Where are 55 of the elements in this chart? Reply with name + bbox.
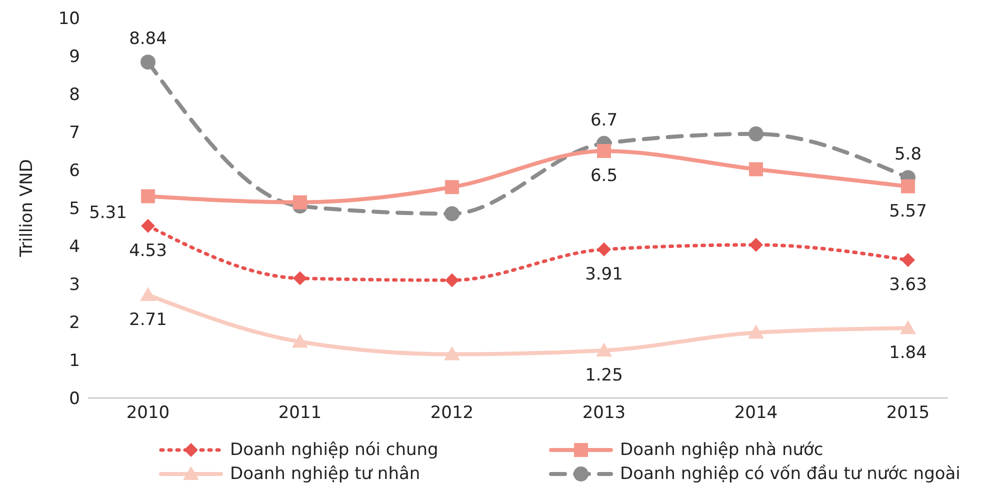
point [445,273,459,288]
y-tick-label: 6 [69,161,80,182]
y-tick-label: 2 [69,313,80,334]
data-label: 1.84 [889,343,927,364]
data-label: 4.53 [129,240,167,261]
point [445,180,459,194]
y-tick-label: 1 [69,351,80,372]
y-tick-label: 10 [58,9,80,30]
data-label: 3.63 [889,275,927,296]
data-label: 6.7 [590,110,618,130]
point [597,242,611,256]
point [293,271,307,286]
point [596,342,612,356]
legend-label: Doanh nghiệp nói chung [230,440,438,460]
legend-label: Doanh nghiệp nhà nước [620,440,824,460]
data-label: 5.31 [89,203,127,224]
x-tick-label: 2015 [886,403,930,424]
y-tick-label: 8 [69,85,80,106]
data-label: 8.84 [129,29,167,50]
point [749,238,763,252]
y-axis-title: Trillion VND [17,159,38,258]
y-tick-label: 7 [69,123,80,144]
point [748,324,764,339]
x-tick-label: 2011 [278,403,322,424]
point [748,126,764,142]
point [141,189,155,204]
point [140,287,156,302]
point [444,346,460,360]
point [292,334,308,348]
point [900,320,916,334]
data-label: 5.8 [894,144,922,165]
point [901,253,915,268]
point [141,218,155,233]
x-tick-label: 2010 [126,403,170,424]
point [140,54,156,70]
data-label: 5.57 [889,201,927,222]
point [901,179,915,194]
point [293,195,307,210]
legend-label: Doanh nghiệp tư nhân [230,464,420,484]
y-tick-label: 0 [69,389,80,410]
data-label: 3.91 [585,264,623,284]
data-label: 6.5 [590,166,618,186]
x-tick-label: 2012 [430,403,474,424]
data-label: 1.25 [585,366,623,386]
x-tick-label: 2014 [734,403,778,424]
point [444,206,460,222]
y-tick-label: 5 [69,199,80,220]
point [597,144,611,158]
x-tick-label: 2013 [582,403,626,424]
y-tick-label: 4 [69,237,80,258]
y-tick-label: 9 [69,47,80,68]
y-tick-label: 3 [69,275,80,296]
data-label: 2.71 [129,310,167,330]
legend-label: Doanh nghiệp có vốn đầu tư nước ngoài [620,464,960,484]
point [749,162,763,176]
